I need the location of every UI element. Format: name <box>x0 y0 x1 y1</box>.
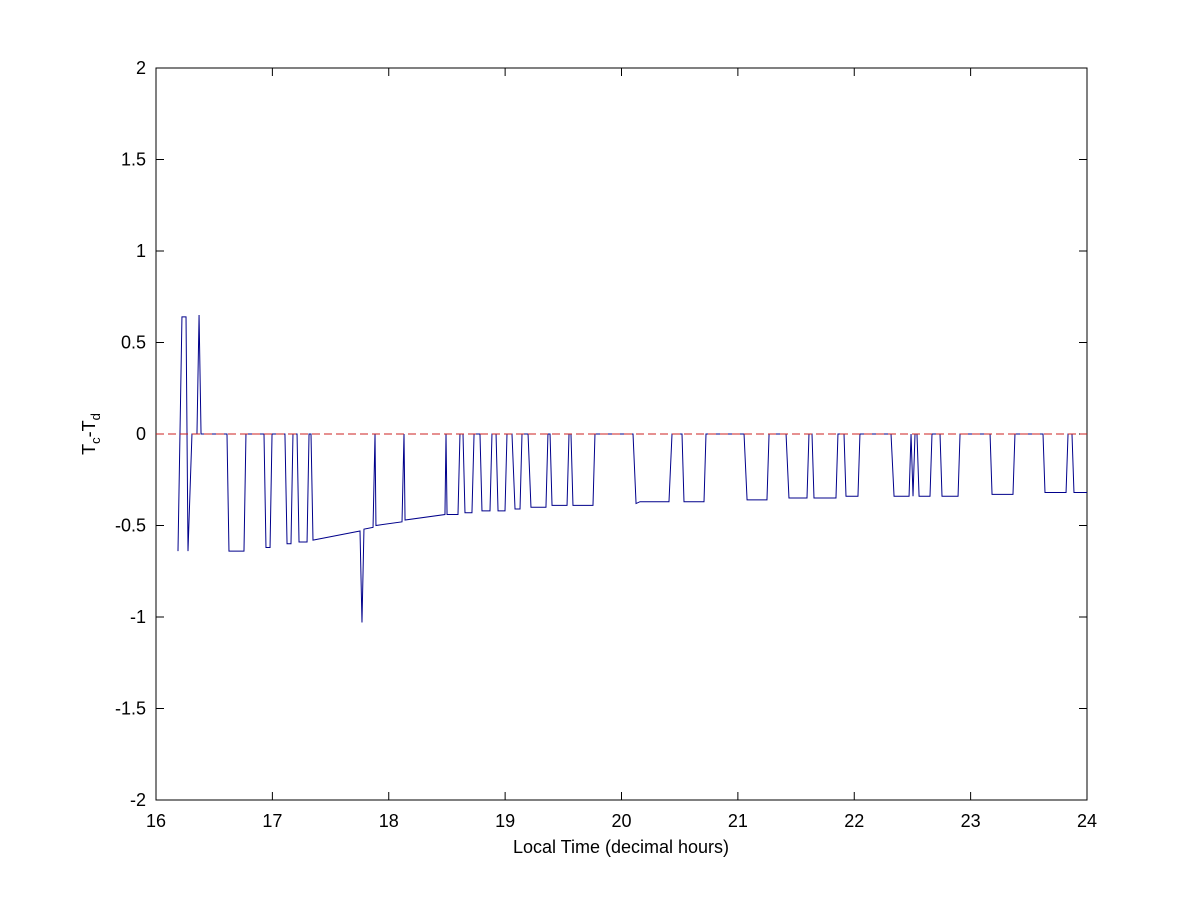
y-tick-label: -1.5 <box>115 699 146 719</box>
y-label-part: -T <box>79 420 99 437</box>
x-tick-label: 18 <box>379 811 399 831</box>
y-tick-label: 0 <box>136 424 146 444</box>
x-tick-label: 23 <box>961 811 981 831</box>
y-tick-label: 2 <box>136 58 146 78</box>
y-label-part: T <box>79 444 99 455</box>
y-tick-label: -1 <box>130 607 146 627</box>
x-tick-label: 16 <box>146 811 166 831</box>
y-tick-label: -0.5 <box>115 516 146 536</box>
x-tick-label: 17 <box>262 811 282 831</box>
x-tick-label: 20 <box>611 811 631 831</box>
y-tick-label: -2 <box>130 790 146 810</box>
x-tick-label: 19 <box>495 811 515 831</box>
y-tick-label: 1 <box>136 241 146 261</box>
x-tick-label: 21 <box>728 811 748 831</box>
y-axis-label: Tc-Td <box>79 413 103 455</box>
x-axis-label: Local Time (decimal hours) <box>513 837 729 857</box>
x-tick-label: 22 <box>844 811 864 831</box>
x-tick-label: 24 <box>1077 811 1097 831</box>
y-tick-label: 0.5 <box>121 333 146 353</box>
y-tick-label: 1.5 <box>121 150 146 170</box>
y-label-sub: d <box>88 413 103 420</box>
y-label-sub: c <box>88 437 103 444</box>
